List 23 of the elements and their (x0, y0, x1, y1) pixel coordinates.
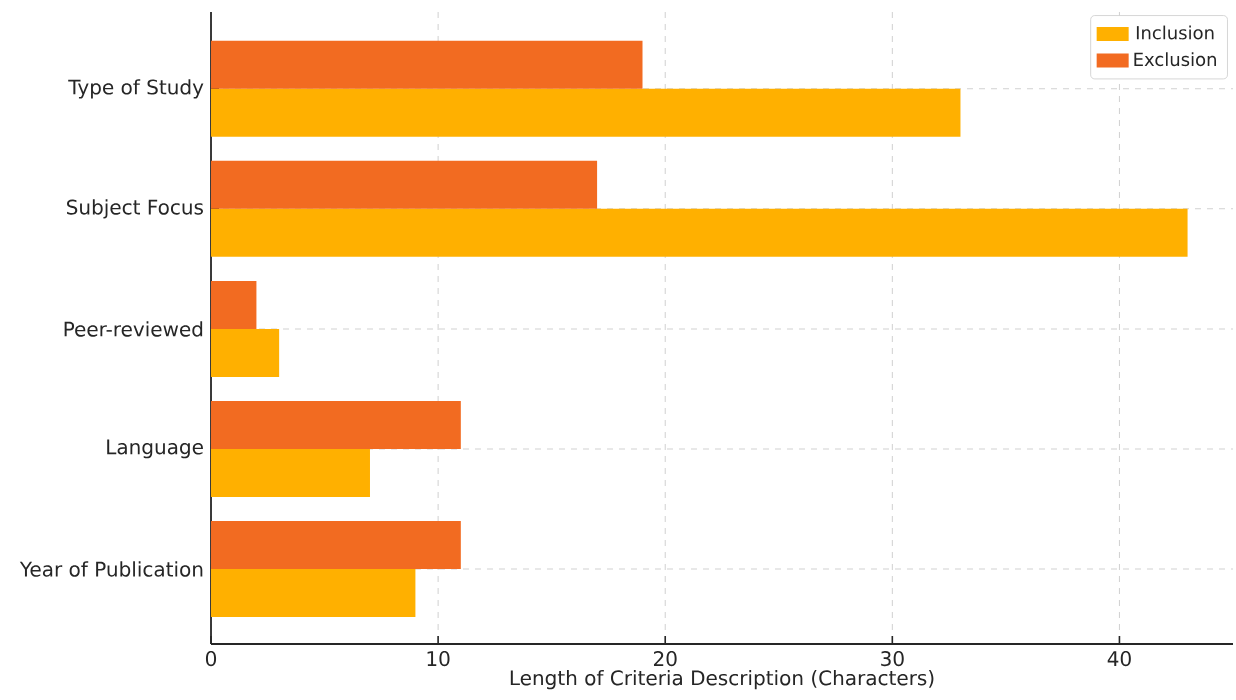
bar (211, 400, 461, 449)
bar (211, 280, 257, 329)
x-tick-label: 30 (881, 651, 904, 667)
y-tick-label: Language (107, 439, 203, 459)
x-tick-label: 0 (205, 651, 217, 667)
bar (211, 88, 961, 137)
x-tick-label: 10 (427, 651, 450, 667)
bar (211, 160, 598, 209)
x-tick-label: 40 (1107, 651, 1131, 667)
bar (211, 568, 416, 617)
bar (211, 40, 643, 89)
bar (211, 520, 461, 569)
bar (211, 328, 280, 377)
legend-label: Inclusion (1136, 25, 1214, 40)
y-tick-label: Type of Study (68, 79, 204, 99)
bar (211, 208, 1188, 257)
bar (211, 448, 370, 497)
x-tick-label: 20 (653, 651, 677, 667)
x-axis-title: Length of Criteria Description (Characters) (510, 669, 934, 690)
y-tick-label: Peer-reviewed (64, 321, 203, 337)
y-tick-label: Subject Focus (67, 199, 203, 219)
y-tick-label: Year of Publication (19, 561, 203, 577)
legend-label: Exclusion (1134, 52, 1216, 67)
